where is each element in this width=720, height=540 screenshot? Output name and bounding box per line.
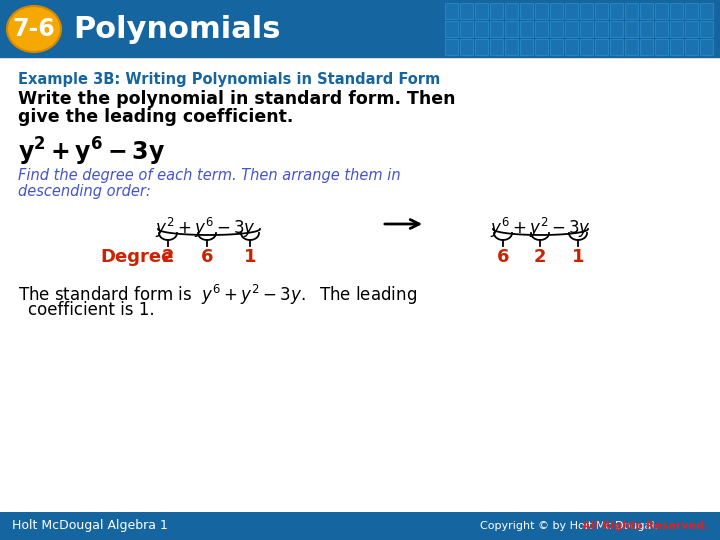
Text: The standard form is  $y^6 + y^2 - 3y.$  The leading: The standard form is $y^6 + y^2 - 3y.$ T… (18, 283, 417, 307)
Bar (0, 512, 720, 540)
Bar (520, 39, 533, 55)
Bar (655, 39, 668, 55)
Bar (460, 21, 473, 37)
Text: 6: 6 (497, 248, 509, 266)
Bar (625, 39, 638, 55)
Bar (460, 39, 473, 55)
Bar (640, 39, 653, 55)
Bar (490, 39, 503, 55)
Bar (670, 39, 683, 55)
Bar (550, 3, 563, 19)
Bar (475, 21, 488, 37)
Text: 1: 1 (244, 248, 256, 266)
Bar (670, 3, 683, 19)
Bar (565, 3, 578, 19)
Bar (490, 21, 503, 37)
Bar (445, 21, 458, 37)
Bar (580, 39, 593, 55)
Text: 1: 1 (572, 248, 584, 266)
Text: Holt McDougal Algebra 1: Holt McDougal Algebra 1 (12, 519, 168, 532)
Text: give the leading coefficient.: give the leading coefficient. (18, 108, 293, 126)
Bar (565, 39, 578, 55)
Bar (640, 21, 653, 37)
Bar (655, 21, 668, 37)
Bar (505, 21, 518, 37)
Bar (685, 3, 698, 19)
Text: coefficient is 1.: coefficient is 1. (28, 301, 155, 319)
Bar (610, 3, 623, 19)
Bar (595, 21, 608, 37)
Bar (550, 21, 563, 37)
Bar (610, 21, 623, 37)
Text: 7-6: 7-6 (13, 17, 55, 41)
Text: 2: 2 (162, 248, 174, 266)
Bar (640, 3, 653, 19)
Text: Write the polynomial in standard form. Then: Write the polynomial in standard form. T… (18, 90, 456, 108)
Bar (625, 3, 638, 19)
Bar (595, 3, 608, 19)
Bar (0, 0, 720, 58)
Bar (505, 3, 518, 19)
Text: Find the degree of each term. Then arrange them in: Find the degree of each term. Then arran… (18, 168, 400, 183)
Bar (490, 3, 503, 19)
Bar (700, 39, 713, 55)
Bar (700, 3, 713, 19)
Bar (610, 39, 623, 55)
Bar (700, 21, 713, 37)
Bar (565, 21, 578, 37)
Text: $y^6 + y^2 - 3y$: $y^6 + y^2 - 3y$ (490, 216, 590, 240)
Text: 6: 6 (201, 248, 213, 266)
Bar (685, 39, 698, 55)
Text: descending order:: descending order: (18, 184, 150, 199)
Bar (505, 39, 518, 55)
Bar (625, 21, 638, 37)
Bar (475, 39, 488, 55)
Bar (655, 3, 668, 19)
Bar (580, 21, 593, 37)
Text: Example 3B: Writing Polynomials in Standard Form: Example 3B: Writing Polynomials in Stand… (18, 72, 440, 87)
Text: $y^2 + y^6 - 3y$: $y^2 + y^6 - 3y$ (155, 216, 256, 240)
Bar (535, 39, 548, 55)
Bar (520, 21, 533, 37)
Bar (520, 3, 533, 19)
Ellipse shape (7, 6, 61, 52)
Bar (670, 21, 683, 37)
Bar (550, 39, 563, 55)
Bar (685, 21, 698, 37)
Text: Copyright © by Holt Mc Dougal.: Copyright © by Holt Mc Dougal. (480, 521, 662, 531)
Bar (475, 3, 488, 19)
Bar (580, 3, 593, 19)
Text: $\mathbf{y^2 + y^6 - 3y}$: $\mathbf{y^2 + y^6 - 3y}$ (18, 136, 165, 168)
Bar (535, 3, 548, 19)
Text: Degree: Degree (100, 248, 174, 266)
Text: Polynomials: Polynomials (73, 15, 281, 44)
Bar (460, 3, 473, 19)
Bar (445, 39, 458, 55)
Bar (535, 21, 548, 37)
Bar (445, 3, 458, 19)
Bar (595, 39, 608, 55)
Text: 2: 2 (534, 248, 546, 266)
Text: All Rights Reserved.: All Rights Reserved. (582, 521, 708, 531)
